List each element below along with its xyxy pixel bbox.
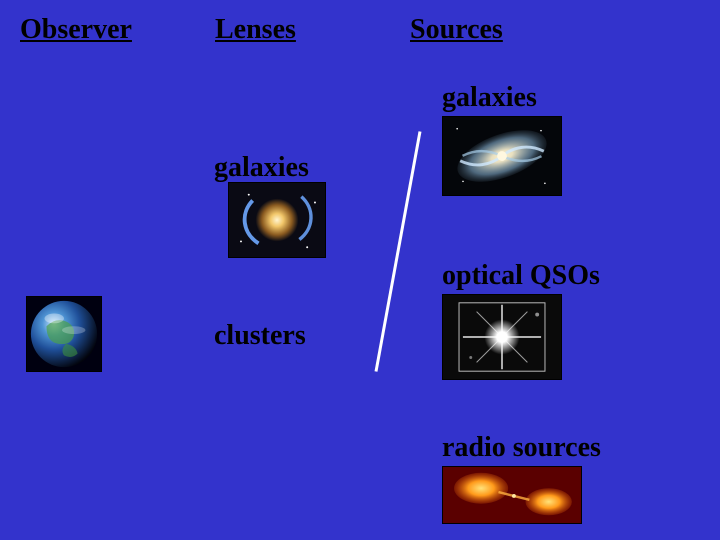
- lens-galaxy-icon: [229, 183, 325, 257]
- thumb-lens-galaxy: [228, 182, 326, 258]
- label-sources-galaxies: galaxies: [442, 82, 537, 114]
- header-sources: Sources: [410, 14, 503, 46]
- label-lenses-galaxies: galaxies: [214, 152, 309, 184]
- spiral-galaxy-icon: [443, 117, 561, 195]
- label-sources-radio: radio sources: [442, 432, 601, 464]
- connector-line: [375, 131, 422, 372]
- label-lenses-clusters: clusters: [214, 320, 306, 352]
- header-lenses: Lenses: [215, 14, 296, 46]
- earth-icon: [27, 297, 101, 371]
- label-sources-optical-qsos: optical QSOs: [442, 260, 600, 292]
- thumb-spiral-galaxy: [442, 116, 562, 196]
- radio-source-icon: [443, 467, 581, 523]
- qso-icon: [443, 295, 561, 379]
- thumb-radio-source: [442, 466, 582, 524]
- header-observer: Observer: [20, 14, 132, 46]
- thumb-earth: [26, 296, 102, 372]
- thumb-qso: [442, 294, 562, 380]
